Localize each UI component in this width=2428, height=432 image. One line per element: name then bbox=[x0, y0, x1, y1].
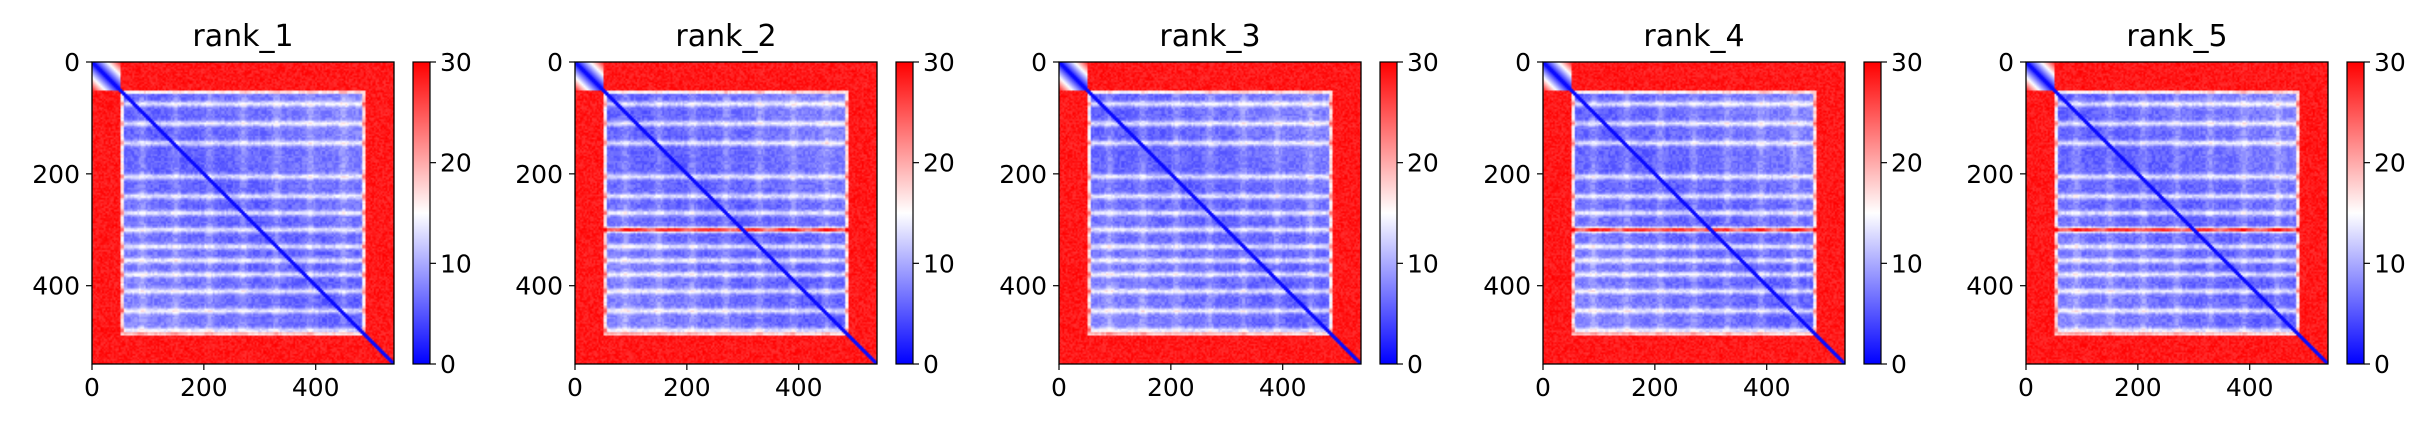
y-tick-label: 200 bbox=[999, 160, 1047, 189]
colorbar-tick-label: 20 bbox=[923, 149, 955, 178]
heatmap-image bbox=[575, 62, 877, 364]
colorbar bbox=[1380, 62, 1397, 364]
y-tick-label: 200 bbox=[515, 160, 563, 189]
y-tick-label: 200 bbox=[32, 160, 80, 189]
x-tick-label: 0 bbox=[567, 373, 583, 402]
y-tick-label: 200 bbox=[1966, 160, 2014, 189]
colorbar-tick-label: 30 bbox=[1407, 48, 1439, 77]
x-tick-label: 400 bbox=[1259, 373, 1307, 402]
x-tick-label: 200 bbox=[1631, 373, 1679, 402]
colorbar bbox=[1864, 62, 1881, 364]
heatmap-panel-1: rank_1 0 200 400 0 200 400 0 10 20 30 bbox=[32, 19, 472, 402]
heatmap-image bbox=[2026, 62, 2328, 364]
y-tick-label: 0 bbox=[64, 48, 80, 77]
heatmap-panel-4: rank_4 0 200 400 0 200 400 0 10 20 30 bbox=[1483, 19, 1923, 402]
axes-title: rank_5 bbox=[2126, 19, 2227, 54]
colorbar-tick-label: 0 bbox=[923, 350, 939, 379]
colorbar-tick-label: 20 bbox=[1407, 149, 1439, 178]
x-tick-label: 400 bbox=[1743, 373, 1791, 402]
x-tick-label: 400 bbox=[2226, 373, 2274, 402]
y-tick-label: 200 bbox=[1483, 160, 1531, 189]
axes-title: rank_3 bbox=[1159, 19, 1260, 54]
x-tick-label: 400 bbox=[775, 373, 823, 402]
colorbar-tick-label: 0 bbox=[1407, 350, 1423, 379]
colorbar bbox=[2347, 62, 2364, 364]
colorbar-tick-label: 10 bbox=[440, 249, 472, 278]
colorbar-tick-label: 10 bbox=[923, 249, 955, 278]
x-tick-label: 400 bbox=[292, 373, 340, 402]
y-tick-label: 0 bbox=[1998, 48, 2014, 77]
axes-title: rank_4 bbox=[1643, 19, 1744, 54]
y-tick-label: 400 bbox=[1966, 272, 2014, 301]
heatmap-image bbox=[92, 62, 394, 364]
colorbar-tick-label: 20 bbox=[1891, 149, 1923, 178]
colorbar-tick-label: 10 bbox=[2374, 249, 2406, 278]
y-tick-label: 400 bbox=[999, 272, 1047, 301]
colorbar-tick-label: 30 bbox=[440, 48, 472, 77]
x-tick-label: 200 bbox=[663, 373, 711, 402]
x-tick-label: 0 bbox=[2018, 373, 2034, 402]
colorbar-tick-label: 0 bbox=[2374, 350, 2390, 379]
colorbar-tick-label: 30 bbox=[2374, 48, 2406, 77]
y-tick-label: 0 bbox=[547, 48, 563, 77]
x-tick-label: 0 bbox=[84, 373, 100, 402]
heatmap-image bbox=[1059, 62, 1361, 364]
colorbar-tick-label: 10 bbox=[1407, 249, 1439, 278]
heatmap-panel-2: rank_2 0 200 400 0 200 400 0 10 20 30 bbox=[515, 19, 955, 402]
colorbar-tick-label: 0 bbox=[440, 350, 456, 379]
colorbar-tick-label: 20 bbox=[440, 149, 472, 178]
heatmap-panel-3: rank_3 0 200 400 0 200 400 0 10 20 30 bbox=[999, 19, 1439, 402]
y-tick-label: 0 bbox=[1515, 48, 1531, 77]
y-tick-label: 400 bbox=[1483, 272, 1531, 301]
colorbar bbox=[413, 62, 430, 364]
y-tick-label: 400 bbox=[32, 272, 80, 301]
colorbar-tick-label: 20 bbox=[2374, 149, 2406, 178]
colorbar-tick-label: 0 bbox=[1891, 350, 1907, 379]
colorbar-tick-label: 30 bbox=[1891, 48, 1923, 77]
axes-title: rank_2 bbox=[675, 19, 776, 54]
axes-title: rank_1 bbox=[192, 19, 293, 54]
heatmap-panel-5: rank_5 0 200 400 0 200 400 0 10 20 30 bbox=[1966, 19, 2406, 402]
colorbar-tick-label: 30 bbox=[923, 48, 955, 77]
x-tick-label: 200 bbox=[180, 373, 228, 402]
colorbar-tick-label: 10 bbox=[1891, 249, 1923, 278]
y-tick-label: 400 bbox=[515, 272, 563, 301]
x-tick-label: 200 bbox=[1147, 373, 1195, 402]
x-tick-label: 0 bbox=[1051, 373, 1067, 402]
x-tick-label: 0 bbox=[1535, 373, 1551, 402]
colorbar bbox=[896, 62, 913, 364]
y-tick-label: 0 bbox=[1031, 48, 1047, 77]
heatmap-image bbox=[1543, 62, 1845, 364]
x-tick-label: 200 bbox=[2114, 373, 2162, 402]
